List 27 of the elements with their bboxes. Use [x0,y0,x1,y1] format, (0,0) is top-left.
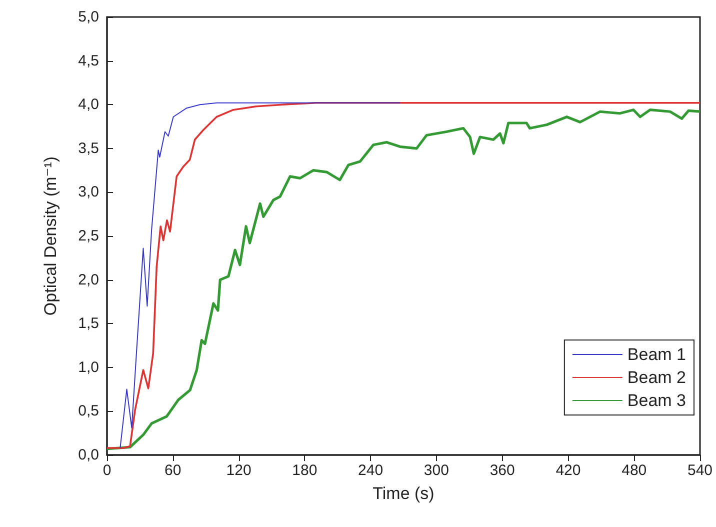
x-tick-label: 120 [226,462,252,479]
x-tick-label: 180 [292,462,318,479]
y-tick-label: 5,0 [78,8,99,26]
x-tick-label: 420 [556,462,581,479]
y-tick-label: 1,5 [78,315,99,332]
x-tick-label: 300 [424,462,449,479]
y-tick-label: 3,0 [78,184,99,201]
y-tick-label: 0,5 [78,402,99,420]
y-tick-label: 2,0 [78,271,99,288]
x-axis-title: Time (s) [372,484,434,503]
line-series [120,102,401,448]
x-tick-label: 240 [358,462,384,479]
x-tick-label: 360 [490,462,515,479]
legend-label: Beam 3 [627,391,686,410]
y-tick-label: 4,5 [78,52,99,70]
y-tick-label: 3,5 [78,140,99,157]
x-tick-label: 0 [102,462,112,479]
x-tick-label: 480 [622,462,647,479]
y-axis-title: Optical Density (m⁻¹) [41,156,60,316]
x-tick-label: 60 [164,462,182,479]
y-tick-label: 0,0 [78,446,99,464]
legend-label: Beam 2 [627,368,686,387]
y-tick-label: 1,0 [78,358,99,376]
legend-label: Beam 1 [627,345,686,364]
y-tick-label: 4,0 [78,96,99,114]
x-tick-label: 540 [687,462,713,479]
y-tick-label: 2,5 [78,228,99,244]
